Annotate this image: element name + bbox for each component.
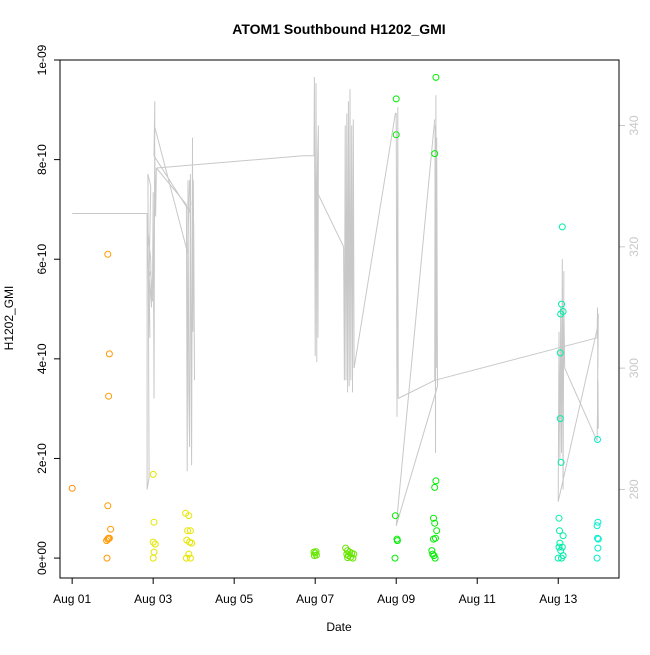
data-point bbox=[149, 538, 157, 546]
data-point bbox=[431, 483, 439, 491]
data-point bbox=[593, 522, 601, 530]
x-axis-tick-label: Aug 05 bbox=[215, 592, 253, 606]
data-point bbox=[68, 484, 76, 492]
data-point bbox=[559, 532, 567, 540]
data-point bbox=[184, 527, 192, 535]
right-axis-tick-label: 280 bbox=[627, 479, 641, 499]
data-point bbox=[558, 300, 565, 308]
data-point bbox=[556, 527, 563, 535]
secondary-line-segment bbox=[72, 173, 153, 490]
data-point bbox=[349, 554, 357, 562]
data-point bbox=[105, 392, 113, 400]
secondary-line-segment bbox=[192, 180, 195, 381]
data-point bbox=[594, 436, 601, 443]
data-point bbox=[430, 535, 437, 543]
x-axis-tick-label: Aug 09 bbox=[377, 592, 415, 606]
data-point bbox=[556, 415, 564, 423]
secondary-line-layer bbox=[72, 76, 599, 526]
data-point bbox=[393, 537, 401, 545]
chart-title: ATOM1 Southbound H1202_GMI bbox=[232, 21, 445, 37]
secondary-line-segment bbox=[316, 89, 355, 393]
secondary-line-segment bbox=[156, 137, 195, 472]
data-point bbox=[182, 554, 190, 562]
data-point bbox=[149, 470, 157, 478]
data-point bbox=[594, 534, 601, 542]
data-point bbox=[555, 543, 563, 551]
scatter-point-layer bbox=[68, 73, 602, 562]
right-axis-tick-label: 300 bbox=[627, 358, 641, 378]
data-point bbox=[344, 554, 352, 562]
data-point bbox=[557, 310, 565, 318]
y-axis-tick-label: 0e+00 bbox=[35, 541, 49, 575]
data-point bbox=[556, 349, 564, 357]
plot-frame bbox=[59, 59, 620, 579]
data-point bbox=[104, 250, 112, 258]
data-point bbox=[186, 527, 194, 535]
data-point bbox=[149, 554, 157, 562]
secondary-line-segment bbox=[397, 95, 438, 454]
x-axis-tick-label: Aug 11 bbox=[459, 592, 496, 606]
data-point bbox=[150, 518, 158, 526]
data-point bbox=[430, 514, 437, 522]
data-point bbox=[593, 554, 601, 562]
x-axis-tick-label: Aug 07 bbox=[296, 592, 334, 606]
data-point bbox=[558, 223, 566, 231]
x-axis-tick-label: Aug 03 bbox=[134, 592, 172, 606]
data-point bbox=[186, 554, 194, 562]
data-point bbox=[312, 548, 320, 556]
data-point bbox=[188, 539, 196, 547]
x-axis-tick-label: Aug 13 bbox=[539, 592, 577, 606]
x-axis-tick-label: Aug 01 bbox=[53, 592, 91, 606]
data-point bbox=[557, 458, 565, 466]
data-point bbox=[392, 95, 400, 103]
data-point bbox=[105, 534, 113, 542]
data-point bbox=[107, 525, 115, 533]
secondary-line-segment bbox=[395, 119, 438, 526]
data-point bbox=[151, 540, 159, 548]
data-point bbox=[105, 350, 113, 358]
data-point bbox=[558, 543, 566, 551]
data-point bbox=[555, 514, 563, 522]
data-point bbox=[433, 527, 441, 535]
data-point bbox=[594, 518, 602, 526]
data-point bbox=[391, 512, 399, 520]
data-point bbox=[431, 150, 439, 158]
right-axis-tick-label: 340 bbox=[627, 115, 641, 135]
data-point bbox=[392, 131, 400, 139]
data-point bbox=[391, 554, 399, 562]
data-point bbox=[431, 554, 439, 562]
data-point bbox=[185, 512, 193, 520]
y-axis-tick-label: 4e-10 bbox=[35, 343, 49, 374]
data-point bbox=[554, 554, 562, 562]
data-point bbox=[104, 502, 112, 510]
y-axis-tick-label: 1e-09 bbox=[35, 44, 49, 75]
y-axis-tick-label: 8e-10 bbox=[35, 144, 49, 175]
right-axis-tick-label: 320 bbox=[627, 236, 641, 256]
data-point bbox=[103, 554, 111, 562]
data-point bbox=[312, 551, 320, 559]
data-point bbox=[431, 519, 439, 527]
data-point bbox=[558, 554, 565, 562]
y-axis-tick-label: 2e-10 bbox=[35, 443, 49, 474]
secondary-line-segment bbox=[156, 76, 319, 363]
data-point bbox=[432, 477, 440, 485]
data-point bbox=[594, 544, 602, 552]
secondary-line-segment bbox=[353, 107, 399, 417]
y-axis-label: H1202_GMI bbox=[2, 286, 16, 351]
x-axis-label: Date bbox=[326, 620, 352, 634]
secondary-line-segment bbox=[564, 367, 599, 442]
data-point bbox=[594, 535, 602, 543]
y-axis-tick-label: 6e-10 bbox=[35, 244, 49, 275]
axis-layer: Aug 01 Aug 03 Aug 05 Aug 07 Aug 09 Aug 11 Aug … bbox=[35, 44, 641, 606]
data-point bbox=[432, 73, 440, 81]
